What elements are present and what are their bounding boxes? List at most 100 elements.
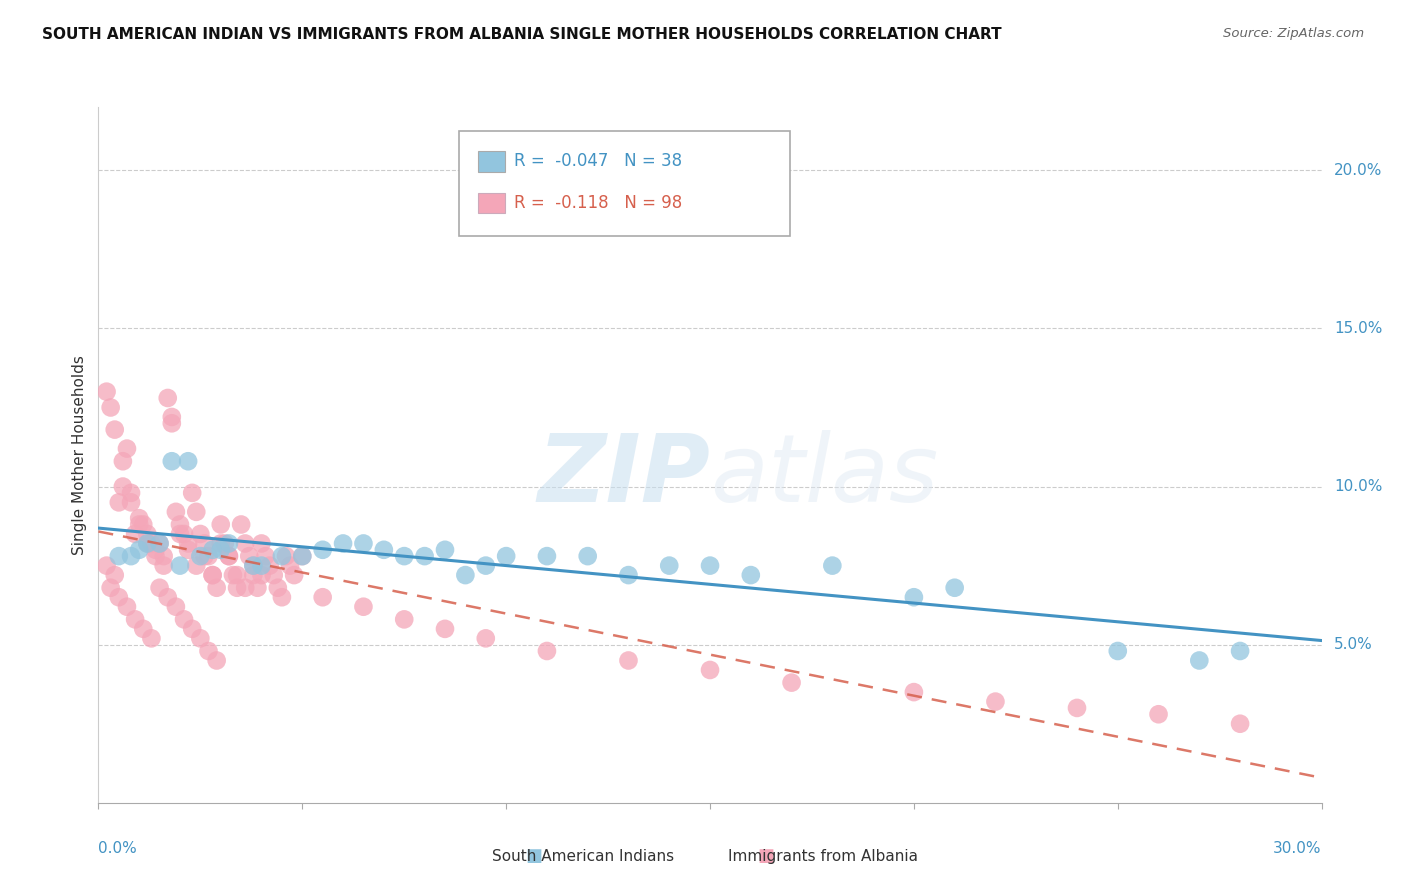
- Point: [177, 542, 200, 557]
- Point: [231, 517, 253, 532]
- Point: [617, 568, 640, 582]
- Point: [246, 581, 269, 595]
- Point: [124, 527, 146, 541]
- Point: [104, 568, 127, 582]
- Point: [201, 568, 224, 582]
- Point: [156, 391, 179, 405]
- Point: [115, 599, 138, 614]
- Point: [242, 568, 264, 582]
- Point: [188, 527, 212, 541]
- Point: [188, 549, 212, 563]
- Point: [132, 622, 155, 636]
- Point: [263, 568, 285, 582]
- Text: 30.0%: 30.0%: [1274, 841, 1322, 855]
- Point: [177, 454, 200, 468]
- Point: [149, 536, 172, 550]
- Point: [474, 558, 498, 573]
- Point: [740, 568, 762, 582]
- Point: [283, 568, 305, 582]
- Point: [205, 653, 228, 667]
- Point: [111, 454, 134, 468]
- Point: [145, 542, 167, 557]
- Text: R =  -0.118   N = 98: R = -0.118 N = 98: [515, 194, 682, 212]
- Point: [291, 549, 314, 563]
- Point: [495, 549, 517, 563]
- Point: [152, 558, 174, 573]
- Y-axis label: Single Mother Households: Single Mother Households: [72, 355, 87, 555]
- Point: [259, 558, 281, 573]
- Text: R =  -0.047   N = 38: R = -0.047 N = 38: [515, 153, 682, 170]
- Point: [169, 517, 191, 532]
- Text: Source: ZipAtlas.com: Source: ZipAtlas.com: [1223, 27, 1364, 40]
- Point: [173, 612, 195, 626]
- Point: [173, 527, 195, 541]
- Point: [291, 549, 314, 563]
- Point: [181, 486, 204, 500]
- Point: [392, 612, 416, 626]
- Point: [226, 581, 249, 595]
- Point: [278, 558, 301, 573]
- Point: [96, 558, 118, 573]
- Point: [267, 581, 290, 595]
- Point: [141, 632, 163, 646]
- Point: [156, 591, 179, 605]
- Point: [352, 599, 374, 614]
- Point: [120, 486, 142, 500]
- Point: [274, 549, 297, 563]
- Point: [136, 527, 159, 541]
- Point: [984, 695, 1007, 709]
- Point: [1107, 644, 1129, 658]
- Point: [111, 479, 134, 493]
- Point: [1147, 707, 1170, 722]
- Point: [149, 536, 172, 550]
- Point: [169, 558, 191, 573]
- Point: [132, 517, 155, 532]
- Point: [903, 591, 925, 605]
- Point: [165, 599, 187, 614]
- Point: [165, 505, 187, 519]
- Point: [254, 549, 277, 563]
- Point: [149, 581, 172, 595]
- Text: South American Indians: South American Indians: [492, 849, 675, 863]
- Point: [576, 549, 599, 563]
- Text: ■: ■: [526, 847, 543, 865]
- Point: [108, 495, 131, 509]
- Point: [434, 542, 457, 557]
- Point: [136, 536, 159, 550]
- Point: [205, 581, 228, 595]
- Point: [181, 622, 204, 636]
- Point: [250, 558, 273, 573]
- Point: [821, 558, 844, 573]
- Point: [100, 401, 122, 415]
- Point: [1229, 716, 1251, 731]
- Point: [197, 644, 219, 658]
- Point: [903, 685, 925, 699]
- Point: [160, 454, 183, 468]
- Point: [201, 568, 224, 582]
- Point: [454, 568, 477, 582]
- Point: [250, 568, 273, 582]
- Point: [214, 536, 236, 550]
- Point: [658, 558, 681, 573]
- Point: [474, 632, 498, 646]
- Point: [169, 527, 191, 541]
- Point: [141, 536, 163, 550]
- Point: [242, 558, 264, 573]
- Point: [186, 558, 208, 573]
- FancyBboxPatch shape: [460, 131, 790, 235]
- Point: [238, 549, 260, 563]
- Point: [128, 542, 150, 557]
- Point: [160, 409, 183, 424]
- Point: [124, 612, 146, 626]
- Point: [186, 505, 208, 519]
- Point: [188, 632, 212, 646]
- Point: [699, 663, 721, 677]
- Point: [193, 549, 215, 563]
- Point: [222, 568, 245, 582]
- Point: [250, 536, 273, 550]
- Text: 0.0%: 0.0%: [98, 841, 138, 855]
- Point: [218, 549, 240, 563]
- Text: ZIP: ZIP: [537, 430, 710, 522]
- Point: [160, 417, 183, 431]
- Point: [104, 423, 127, 437]
